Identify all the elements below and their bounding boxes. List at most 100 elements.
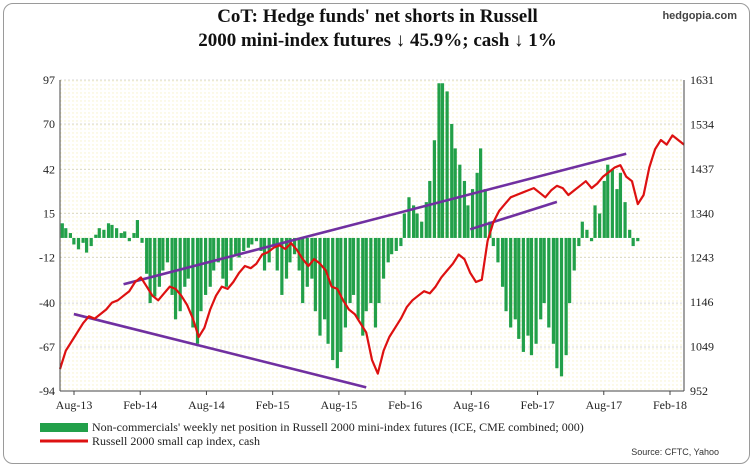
bar [153,237,157,297]
bar [390,237,394,255]
bar [313,237,317,312]
x-axis-tick: Aug-16 [453,398,490,412]
bar [132,233,136,238]
bar [440,83,445,238]
bar [402,213,406,238]
bar [323,237,327,320]
chart-axes: 97 70 42 15 -12 -40 -67 -94 1631 1534 1437 1340 1243… [39,73,714,412]
bar [424,202,428,238]
chart-gridlines [60,79,684,392]
left-axis-tick: -94 [39,384,55,398]
bar [542,237,546,304]
x-axis-tick: Aug-14 [188,398,225,412]
bar [636,237,640,242]
bar [513,237,517,320]
bar [343,237,348,328]
source-note: Source: CFTC, Yahoo [631,447,719,457]
bar [568,237,572,304]
right-axis-tick: 1049 [690,340,714,354]
bar [60,223,64,238]
russell-index-line [58,134,685,375]
bar [386,237,390,263]
right-axis-tick: 1146 [690,295,714,309]
bar [415,213,419,238]
bar [580,221,584,238]
bar [140,237,144,243]
x-axis-tick: Feb-17 [521,398,555,412]
bar [470,189,475,238]
bar [89,237,93,247]
bar [615,189,619,238]
bar [68,233,72,238]
bar [186,237,190,279]
bar [191,237,195,328]
bar [585,229,589,238]
bar [301,237,305,304]
bar [229,237,233,271]
bar [272,237,276,247]
bar [399,237,403,247]
right-axis-tick: 1631 [690,73,714,87]
bar [369,237,373,304]
left-axis-tick: -12 [39,250,55,264]
left-axis-tick: 70 [43,117,55,131]
bar [173,237,178,320]
bar [288,237,292,263]
bar [119,233,123,238]
bar [259,237,263,251]
bar [547,237,551,328]
bar [199,237,203,312]
x-axis-tick: Feb-14 [123,398,157,412]
bar [94,234,98,238]
trendline [123,152,627,286]
trendlines [73,152,627,389]
bar [475,172,479,238]
bar [178,237,182,312]
bar [161,237,165,271]
bar [212,237,216,271]
bar [254,237,259,242]
bar [157,237,161,287]
bar [551,237,556,344]
bar [280,237,284,295]
chart-title-line1: CoT: Hedge funds' net shorts in Russell [217,6,538,27]
bar [394,237,398,251]
right-axis-tick: 1534 [690,117,714,131]
bar [246,237,250,248]
bar [373,237,378,328]
bar [326,237,330,344]
bar [170,237,174,295]
bar [102,229,106,238]
legend-label-net-position: Non-commercials' weekly net position in … [92,420,584,434]
bar [559,237,564,377]
left-axis-tick: 15 [43,207,55,221]
right-axis-tick: 1340 [690,206,714,220]
bar [453,148,457,238]
bar [564,237,568,356]
bar [361,237,365,336]
trendline [73,312,367,389]
bar [165,237,170,263]
bar [348,237,352,304]
plot-area [60,80,684,391]
bar [631,237,635,247]
bar [555,237,559,369]
left-axis-tick: 97 [43,73,55,87]
x-axis-tick: Feb-15 [256,398,290,412]
bar [123,231,127,238]
bar [216,237,220,263]
bar [234,237,238,255]
bar [204,237,208,295]
line-series [58,134,685,375]
bar [491,237,495,247]
bar [517,237,521,339]
bar [106,223,111,238]
bar [577,237,581,247]
left-axis-tick: 42 [43,163,55,177]
bar [356,237,360,320]
bar [224,237,228,287]
bar [420,221,424,238]
right-axis-tick: 1243 [690,251,714,265]
bar [64,228,68,238]
